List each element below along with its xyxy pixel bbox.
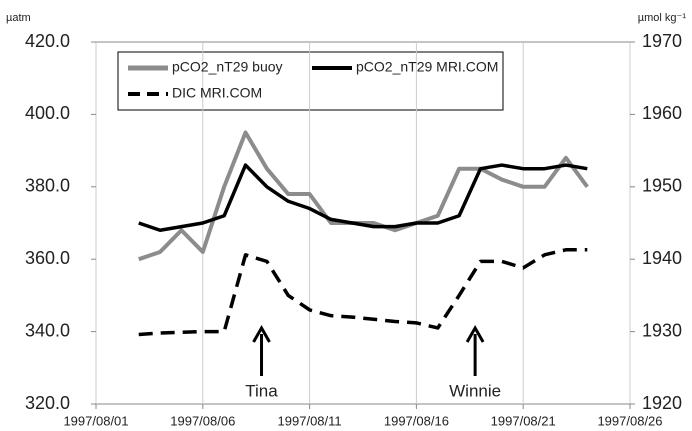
annotation-arrowhead (465, 324, 485, 343)
y2-tick-label: 1920 (642, 393, 682, 413)
series-line (138, 130, 589, 262)
annotation-text: Winnie (449, 381, 501, 400)
series-line (138, 248, 588, 337)
y-axis-unit: µatm (6, 12, 31, 24)
y-tick-label: 360.0 (25, 248, 70, 268)
legend-label: pCO2_nT29 buoy (172, 59, 283, 75)
y-tick-label: 420.0 (25, 31, 70, 51)
y-tick-label: 340.0 (25, 320, 70, 340)
y2-tick-label: 1970 (642, 31, 682, 51)
legend-label: pCO2_nT29 MRI.COM (356, 59, 498, 75)
y2-tick-label: 1950 (642, 176, 682, 196)
x-tick-label: 1997/08/26 (597, 413, 662, 428)
annotation-text: Tina (245, 381, 278, 400)
y-tick-label: 320.0 (25, 393, 70, 413)
y-tick-label: 380.0 (25, 176, 70, 196)
y2-axis-unit: µmol kg⁻¹ (638, 12, 687, 24)
series-line (138, 163, 588, 232)
annotation-arrowhead (252, 324, 271, 343)
x-tick-label: 1997/08/06 (170, 413, 235, 428)
legend-label: DIC MRI.COM (172, 85, 262, 101)
legend (117, 51, 504, 111)
y-tick-label: 400.0 (25, 103, 70, 123)
x-tick-label: 1997/08/11 (278, 413, 342, 428)
y2-tick-label: 1930 (642, 320, 682, 340)
x-tick-label: 1997/08/21 (491, 413, 556, 428)
x-tick-label: 1997/08/16 (384, 413, 449, 428)
y2-tick-label: 1940 (642, 248, 682, 268)
y2-tick-label: 1960 (642, 103, 682, 123)
x-tick-label: 1997/08/01 (63, 413, 128, 428)
